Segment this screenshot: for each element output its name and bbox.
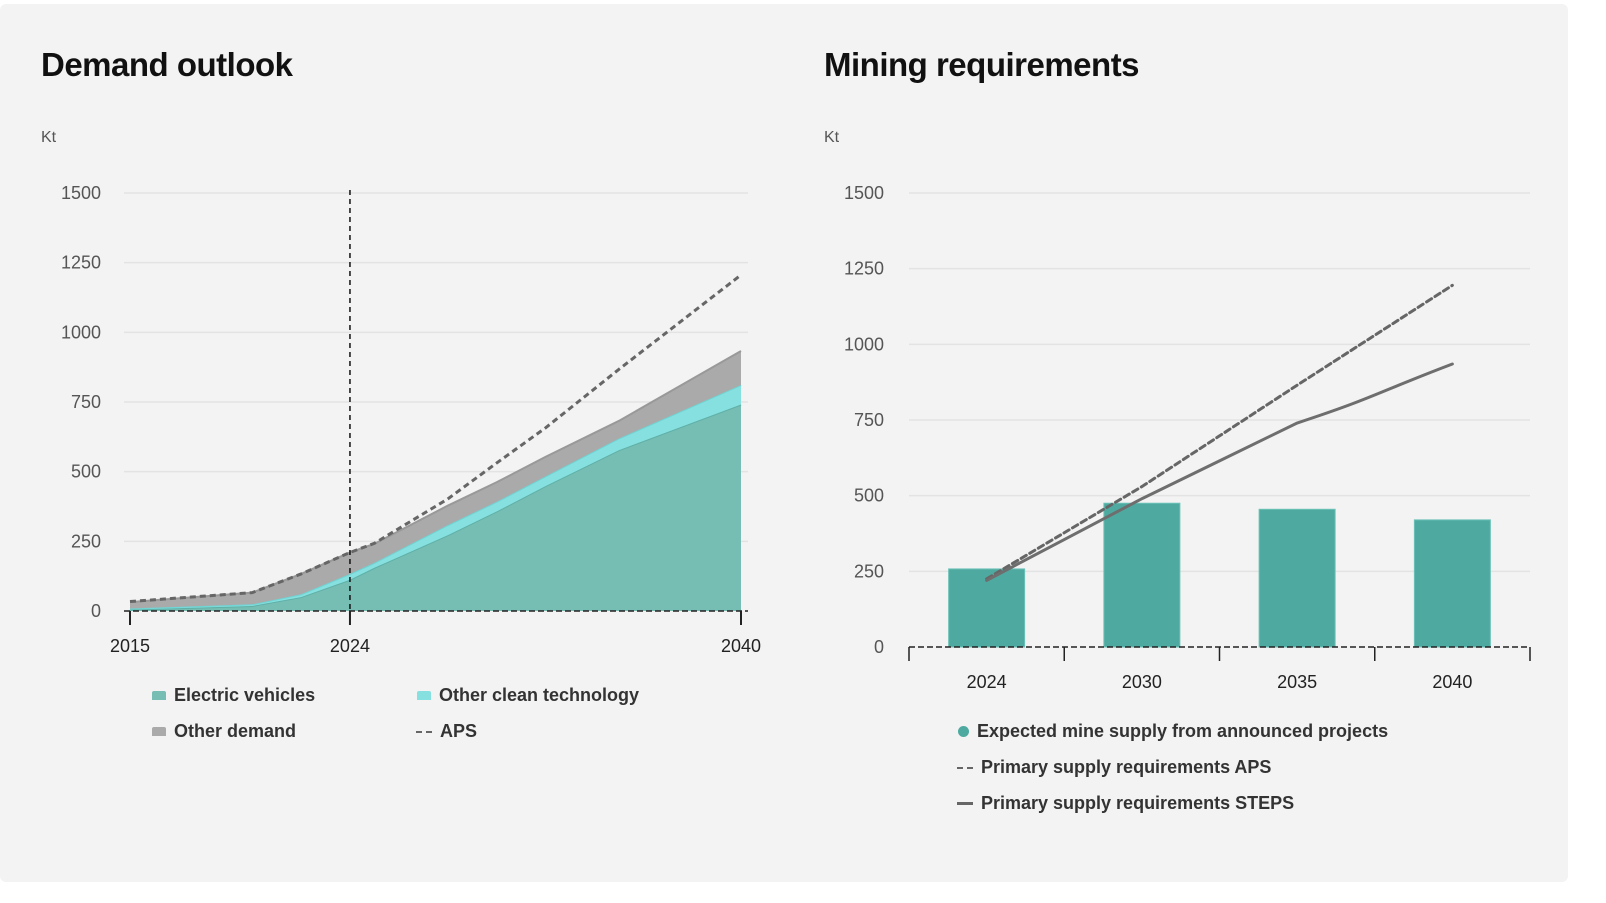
line-steps bbox=[985, 362, 1454, 582]
y-tick-label: 1000 bbox=[844, 334, 884, 354]
bar-2035 bbox=[1258, 508, 1336, 648]
legend-swatch-clean bbox=[417, 691, 431, 700]
legend-mine-supply: Expected mine supply from announced proj… bbox=[958, 721, 1388, 742]
left-y-unit: Kt bbox=[41, 129, 57, 146]
legend-electric-vehicles: Electric vehicles bbox=[152, 685, 315, 706]
legend-aps: APS bbox=[416, 721, 477, 742]
legend-primary-steps: Primary supply requirements STEPS bbox=[957, 793, 1294, 814]
y-tick-label: 250 bbox=[854, 561, 884, 581]
legend-label: Expected mine supply from announced proj… bbox=[977, 721, 1389, 741]
y-tick-label: 750 bbox=[854, 410, 884, 430]
x-tick-label: 2015 bbox=[110, 636, 150, 656]
x-tick-label: 2024 bbox=[967, 672, 1007, 692]
legend-label: Electric vehicles bbox=[174, 685, 316, 705]
legend-primary-aps: Primary supply requirements APS bbox=[957, 757, 1271, 778]
bar-2024 bbox=[948, 568, 1026, 648]
area-ev bbox=[130, 404, 741, 611]
y-tick-label: 1250 bbox=[844, 259, 884, 279]
legend-label: Primary supply requirements APS bbox=[981, 757, 1272, 777]
legend-swatch-ev bbox=[152, 691, 166, 700]
y-tick-label: 750 bbox=[71, 392, 101, 412]
legend-label: Other demand bbox=[174, 721, 297, 741]
legend-dash-icon bbox=[416, 730, 432, 733]
x-tick-label: 2040 bbox=[1432, 672, 1472, 692]
legend-dot-icon bbox=[958, 726, 969, 737]
y-tick-label: 1500 bbox=[61, 183, 101, 203]
mining-requirements-title: Mining requirements bbox=[824, 46, 1140, 83]
y-tick-label: 0 bbox=[874, 637, 884, 657]
y-tick-label: 500 bbox=[71, 462, 101, 482]
bar-2040 bbox=[1413, 519, 1491, 648]
y-tick-label: 500 bbox=[854, 486, 884, 506]
y-tick-label: 0 bbox=[91, 601, 101, 621]
y-tick-label: 1500 bbox=[844, 183, 884, 203]
x-tick-label: 2040 bbox=[721, 636, 761, 656]
legend-label: APS bbox=[440, 721, 478, 741]
y-tick-label: 1000 bbox=[61, 322, 101, 342]
legend-dash-icon bbox=[957, 766, 973, 769]
y-tick-label: 1250 bbox=[61, 253, 101, 273]
x-tick-label: 2030 bbox=[1122, 672, 1162, 692]
bar-2030 bbox=[1103, 502, 1181, 648]
legend-other-clean-technology: Other clean technology bbox=[417, 685, 639, 706]
x-tick-label: 2035 bbox=[1277, 672, 1317, 692]
y-tick-label: 250 bbox=[71, 531, 101, 551]
legend-swatch-other bbox=[152, 727, 166, 736]
area-edge-other bbox=[129, 350, 742, 604]
legend-label: Primary supply requirements STEPS bbox=[981, 793, 1295, 813]
x-tick-label: 2024 bbox=[330, 636, 370, 656]
line-aps bbox=[985, 283, 1454, 581]
chart-panel bbox=[0, 4, 1568, 882]
legend-line-icon bbox=[957, 802, 973, 805]
right-y-unit: Kt bbox=[824, 129, 840, 146]
legend-label: Other clean technology bbox=[439, 685, 640, 705]
demand-outlook-title: Demand outlook bbox=[41, 46, 293, 83]
legend-other-demand: Other demand bbox=[152, 721, 296, 742]
